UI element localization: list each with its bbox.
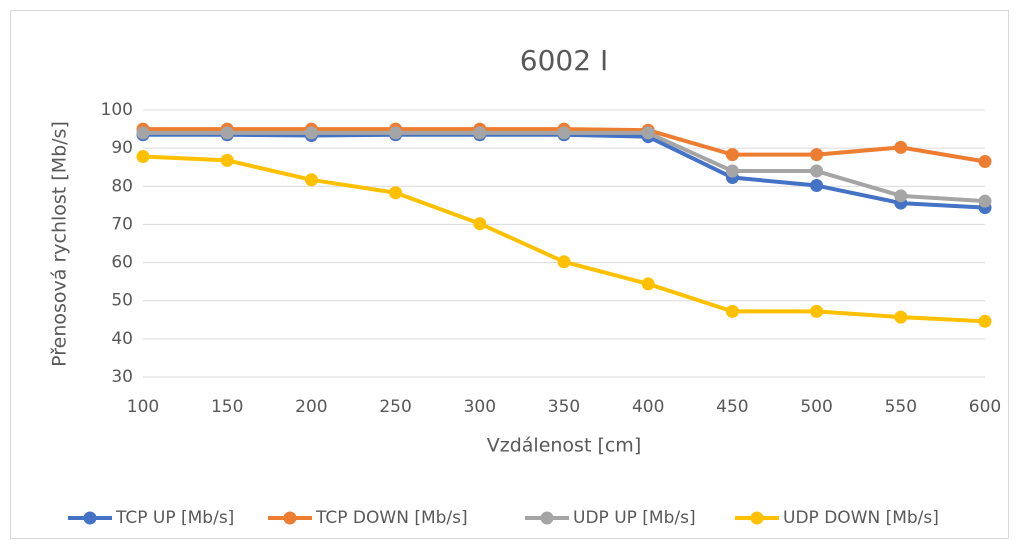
chart-frame xyxy=(10,10,1009,539)
legend-label: TCP DOWN [Mb/s] xyxy=(315,508,468,528)
data-point xyxy=(810,148,824,162)
legend-label: TCP UP [Mb/s] xyxy=(115,508,234,528)
data-point xyxy=(304,173,318,187)
data-point xyxy=(725,148,739,162)
x-tick-label: 400 xyxy=(632,397,664,417)
data-point xyxy=(220,153,234,167)
y-tick-label: 40 xyxy=(111,329,133,349)
x-tick-label: 150 xyxy=(211,397,243,417)
data-point xyxy=(389,126,403,140)
data-point xyxy=(136,126,150,140)
x-tick-label: 200 xyxy=(295,397,327,417)
y-tick-label: 30 xyxy=(111,367,133,387)
data-point xyxy=(389,186,403,200)
data-point xyxy=(894,140,908,154)
data-point xyxy=(978,154,992,168)
chart-title: 6002 I xyxy=(520,44,608,77)
x-axis-label: Vzdálenost [cm] xyxy=(487,435,641,457)
x-tick-label: 100 xyxy=(127,397,159,417)
x-tick-label: 450 xyxy=(716,397,748,417)
legend-marker xyxy=(283,511,297,525)
y-tick-label: 100 xyxy=(101,100,133,120)
y-tick-label: 60 xyxy=(111,253,133,273)
y-axis-label: Přenosová rychlost [Mb/s] xyxy=(49,121,71,367)
x-tick-label: 500 xyxy=(800,397,832,417)
legend-marker xyxy=(540,511,554,525)
y-tick-label: 90 xyxy=(111,138,133,158)
y-tick-label: 70 xyxy=(111,214,133,234)
y-tick-label: 80 xyxy=(111,176,133,196)
y-tick-label: 50 xyxy=(111,291,133,311)
x-tick-label: 550 xyxy=(885,397,917,417)
data-point xyxy=(473,217,487,231)
x-tick-label: 300 xyxy=(464,397,496,417)
data-point xyxy=(557,126,571,140)
data-point xyxy=(725,304,739,318)
legend-label: UDP UP [Mb/s] xyxy=(573,508,696,528)
data-point xyxy=(641,277,655,291)
data-point xyxy=(641,126,655,140)
legend-label: UDP DOWN [Mb/s] xyxy=(783,508,939,528)
data-point xyxy=(978,314,992,328)
x-tick-label: 350 xyxy=(548,397,580,417)
legend-marker xyxy=(750,511,764,525)
data-point xyxy=(810,179,824,193)
data-point xyxy=(557,255,571,269)
data-point xyxy=(136,150,150,164)
data-point xyxy=(220,126,234,140)
x-tick-label: 600 xyxy=(969,397,1001,417)
data-point xyxy=(810,304,824,318)
data-point xyxy=(304,126,318,140)
data-point xyxy=(810,164,824,178)
legend-marker xyxy=(83,511,97,525)
data-point xyxy=(894,310,908,324)
data-point xyxy=(725,164,739,178)
data-point xyxy=(894,189,908,203)
data-point xyxy=(473,126,487,140)
x-tick-label: 250 xyxy=(379,397,411,417)
data-point xyxy=(978,194,992,208)
